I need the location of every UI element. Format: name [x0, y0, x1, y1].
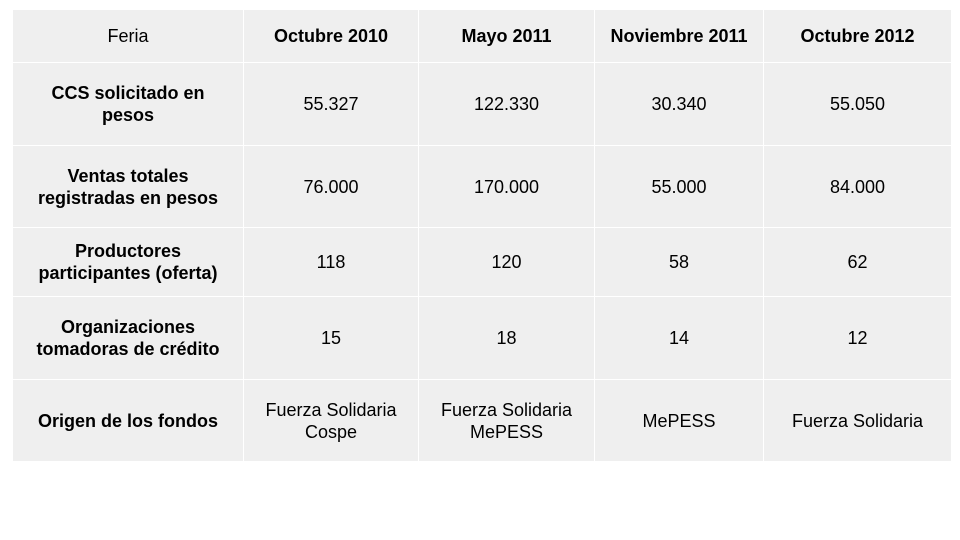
row-label-line: pesos — [101, 105, 155, 125]
header-feria-label: Feria — [12, 9, 244, 63]
table-cell: 12 — [763, 296, 952, 380]
table-cell: Fuerza Solidaria MePESS — [418, 379, 595, 462]
row-label-line: Organizaciones — [60, 317, 196, 337]
cell-line: MePESS — [469, 421, 544, 442]
table-cell: 15 — [243, 296, 419, 380]
table-cell: 18 — [418, 296, 595, 380]
table-cell: MePESS — [594, 379, 764, 462]
header-column-noviembre-2011: Noviembre 2011 — [594, 9, 764, 63]
row-label-line: participantes (oferta) — [38, 263, 218, 283]
header-column-octubre-2012: Octubre 2012 — [763, 9, 952, 63]
header-column-octubre-2010: Octubre 2010 — [243, 9, 419, 63]
header-row: Feria Octubre 2010 Mayo 2011 Noviembre 2… — [12, 9, 952, 63]
row-label-line: Productores — [74, 241, 182, 261]
row-label-line: CCS solicitado en — [51, 83, 205, 103]
cell-line: Fuerza Solidaria — [265, 399, 397, 420]
row-label: CCS solicitado en pesos — [12, 62, 244, 146]
table-cell: 58 — [594, 227, 764, 297]
row-label-line: Origen de los fondos — [37, 410, 218, 431]
row-label-line: Ventas totales — [67, 165, 189, 186]
cell-line: Fuerza Solidaria — [440, 399, 573, 420]
row-label-line: tomadoras de crédito — [36, 339, 220, 359]
table-row-ventas-totales: Ventas totales registradas en pesos 76.0… — [12, 145, 952, 228]
table-row-ccs-solicitado: CCS solicitado en pesos 55.327 122.330 3… — [12, 62, 952, 146]
table-cell: 55.000 — [594, 145, 764, 228]
table-cell: Fuerza Solidaria — [763, 379, 952, 462]
table-cell: Fuerza Solidaria Cospe — [243, 379, 419, 462]
table-cell: 170.000 — [418, 145, 595, 228]
table-cell: 30.340 — [594, 62, 764, 146]
row-label: Organizaciones tomadoras de crédito — [12, 296, 244, 380]
table-cell: 55.327 — [243, 62, 419, 146]
feria-table: Feria Octubre 2010 Mayo 2011 Noviembre 2… — [12, 9, 952, 462]
table-cell: 14 — [594, 296, 764, 380]
row-label: Productores participantes (oferta) — [12, 227, 244, 297]
table-cell: 120 — [418, 227, 595, 297]
table-cell: 122.330 — [418, 62, 595, 146]
table-row-origen-fondos: Origen de los fondos Fuerza Solidaria Co… — [12, 379, 952, 462]
table-cell: 84.000 — [763, 145, 952, 228]
table-cell: 55.050 — [763, 62, 952, 146]
table-cell: 118 — [243, 227, 419, 297]
header-column-mayo-2011: Mayo 2011 — [418, 9, 595, 63]
cell-line: Cospe — [304, 421, 358, 442]
row-label: Ventas totales registradas en pesos — [12, 145, 244, 228]
table-row-productores: Productores participantes (oferta) 118 1… — [12, 227, 952, 297]
table-cell: 76.000 — [243, 145, 419, 228]
row-label: Origen de los fondos — [12, 379, 244, 462]
table-row-organizaciones: Organizaciones tomadoras de crédito 15 1… — [12, 296, 952, 380]
row-label-line: registradas en pesos — [37, 187, 219, 208]
table-cell: 62 — [763, 227, 952, 297]
